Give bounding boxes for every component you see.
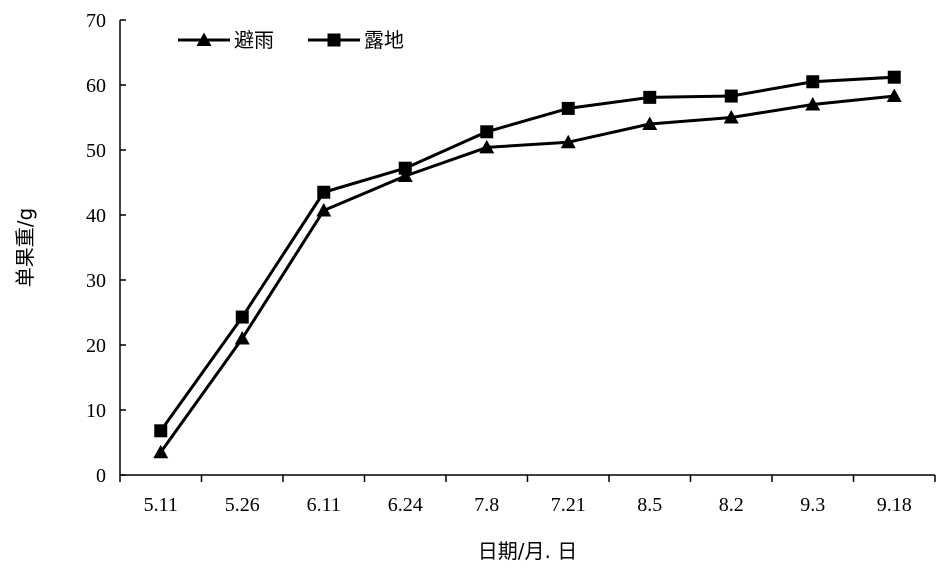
y-tick-label: 30 (86, 270, 106, 292)
series-2 (154, 70, 901, 438)
data-point (234, 331, 250, 345)
data-point (479, 139, 495, 154)
data-point (317, 185, 331, 199)
data-point (397, 168, 413, 182)
data-point (642, 116, 658, 130)
data-point (887, 70, 901, 84)
data-point (886, 88, 902, 103)
data-point (560, 134, 576, 149)
data-point (724, 89, 738, 103)
data-point (316, 202, 332, 217)
data-point (154, 424, 168, 438)
y-tick-label: 40 (86, 205, 106, 227)
series-line (159, 94, 895, 454)
y-tick-label: 20 (86, 335, 106, 357)
series-layer (153, 70, 902, 459)
data-point (398, 161, 412, 175)
y-axis-title: 单果重/g (13, 208, 37, 287)
data-point (235, 310, 249, 324)
y-tick-label: 10 (86, 400, 106, 422)
x-tick-label: 7.8 (474, 494, 499, 516)
data-point (643, 90, 657, 104)
data-point (561, 101, 575, 115)
legend-label: 避雨 (234, 28, 274, 52)
y-tick-label: 70 (86, 10, 106, 32)
y-tick-label: 50 (86, 140, 106, 162)
x-tick-label: 8.2 (719, 494, 744, 516)
legend-marker (196, 32, 212, 46)
x-tick-label: 6.24 (388, 494, 423, 516)
series-1 (153, 88, 902, 459)
legend-label: 露地 (364, 28, 404, 52)
x-tick-label: 9.18 (877, 494, 912, 516)
legend: 避雨 露地 (178, 28, 404, 52)
x-tick-label: 5.26 (225, 494, 260, 516)
x-tick-label: 8.5 (637, 494, 662, 516)
x-axis-title: 日期/月. 日 (478, 539, 577, 563)
x-tick-label: 9.3 (800, 494, 825, 516)
x-tick-label: 7.21 (551, 494, 586, 516)
x-ticks: 5.11 5.26 6.11 6.24 7.8 7.21 8.5 8.2 9.3 9.18 (119, 475, 936, 516)
y-tick-label: 0 (96, 465, 106, 487)
data-point (723, 110, 739, 124)
data-point (806, 75, 820, 89)
data-point (805, 97, 821, 111)
data-point (480, 125, 494, 139)
data-point (153, 444, 169, 459)
y-tick-label: 60 (86, 75, 106, 97)
y-ticks: 0 10 20 30 40 50 60 70 (86, 10, 126, 487)
x-tick-label: 5.11 (144, 494, 178, 516)
series-line (159, 75, 895, 432)
legend-item-2: 露地 (308, 28, 404, 52)
legend-item-1: 避雨 (178, 28, 274, 52)
x-tick-label: 6.11 (307, 494, 341, 516)
legend-marker (327, 33, 341, 47)
